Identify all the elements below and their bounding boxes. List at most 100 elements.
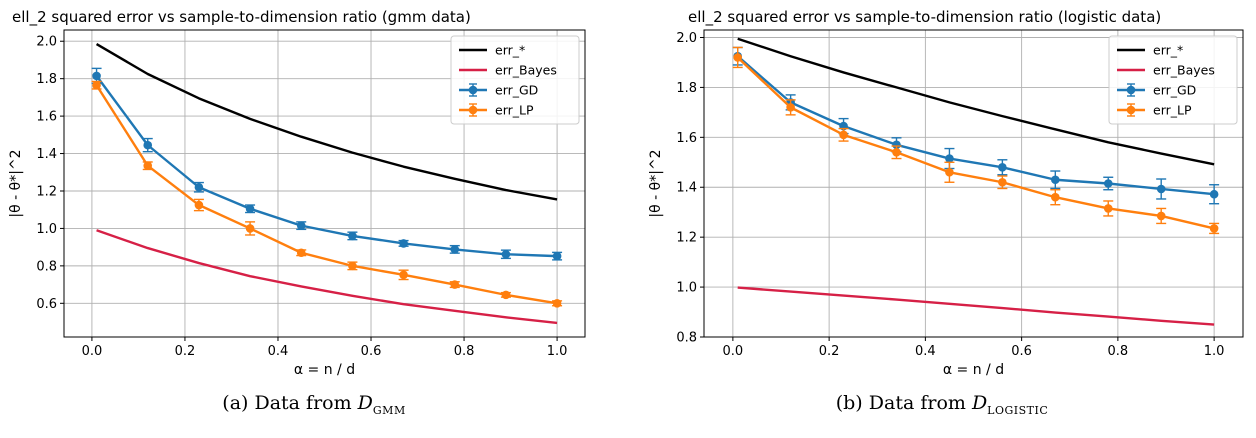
x-axis-label: α = n / d [943, 362, 1004, 378]
data-point-err-lp [92, 80, 101, 90]
series-line-err-gd [736, 55, 1215, 196]
data-point-err-gd [296, 221, 306, 230]
legend-marker-err-gd [468, 85, 478, 95]
x-tick-label: 0.8 [454, 344, 475, 359]
x-axis-label: α = n / d [294, 362, 355, 378]
caption-a-math: D [357, 392, 373, 414]
data-point-err-lp [501, 290, 511, 300]
x-tick-label: 0.2 [175, 344, 196, 359]
y-tick-label: 1.0 [676, 281, 697, 296]
data-point-err-lp [998, 177, 1007, 187]
x-tick-label: 0.6 [361, 344, 382, 359]
series-line-err-bayes [737, 286, 1215, 326]
x-tick-label: 0.6 [1011, 344, 1032, 359]
series-err-bayes [737, 286, 1215, 326]
series-line-err-bayes [96, 229, 558, 325]
y-tick-label: 1.4 [676, 181, 697, 196]
y-tick-label: 1.8 [36, 72, 57, 87]
data-point-err-lp [945, 167, 954, 177]
legend-label-err-lp: err_LP [1153, 103, 1192, 118]
data-point-err-lp [892, 148, 901, 157]
caption-b-math: D [971, 392, 988, 414]
y-tick-label: 2.0 [676, 31, 697, 46]
y-tick-label: 0.8 [36, 259, 57, 274]
legend-label-err-gd: err_GD [1153, 83, 1196, 98]
legend-marker-err-gd [1126, 85, 1136, 95]
data-point-err-lp [733, 53, 742, 62]
y-tick-label: 1.2 [676, 231, 697, 246]
data-point-err-lp [1051, 192, 1060, 202]
legend-label-err-gd: err_GD [495, 83, 538, 98]
legend-marker-err-lp [1126, 105, 1136, 115]
series-err-bayes [96, 229, 558, 325]
data-point-err-lp [399, 270, 408, 280]
y-tick-label: 1.0 [36, 222, 57, 237]
data-point-err-lp [552, 299, 562, 308]
data-point-err-gd [1209, 189, 1219, 199]
y-tick-label: 2.0 [36, 35, 57, 50]
plot-area [91, 43, 563, 325]
data-point-err-gd [1103, 179, 1113, 188]
legend-box [1108, 35, 1238, 125]
data-point-err-lp [1209, 224, 1219, 233]
x-tick-label: 0.4 [915, 344, 936, 359]
data-point-err-lp [839, 130, 848, 140]
series-err-lp [732, 46, 1220, 235]
data-point-err-gd [501, 249, 511, 259]
data-point-err-lp [450, 280, 460, 289]
series-err [95, 43, 558, 201]
x-tick-label: 1.0 [1204, 344, 1225, 359]
legend-box [450, 35, 580, 125]
caption-a: (a) Data from DGMM [0, 392, 628, 417]
caption-a-subscript: GMM [372, 404, 406, 417]
data-point-err-gd [552, 251, 562, 261]
plot-area [732, 37, 1220, 326]
legend-label-err-bayes: err_Bayes [495, 63, 557, 78]
legend-label-err-bayes: err_Bayes [1153, 63, 1215, 78]
y-axis-label: |θ - θ*|^2 [8, 149, 24, 217]
data-point-err-gd [450, 245, 460, 254]
series-line-err-lp [95, 84, 558, 305]
y-tick-label: 1.6 [676, 131, 697, 146]
legend-label-err: err_* [1153, 43, 1183, 58]
caption-a-prefix: (a) Data from [222, 392, 358, 414]
legend-label-err-lp: err_LP [495, 103, 534, 118]
legend: err_* err_Bayes err_GD err_LP [450, 35, 580, 125]
x-tick-label: 0.0 [723, 344, 744, 359]
series-line-err-lp [736, 56, 1215, 230]
y-tick-label: 0.6 [36, 297, 57, 312]
data-point-err-lp [786, 103, 795, 112]
data-point-err-lp [143, 161, 153, 171]
y-axis-label: |θ - θ*|^2 [648, 149, 664, 217]
caption-b-prefix: (b) Data from [835, 392, 972, 414]
data-point-err-gd [399, 239, 408, 248]
data-point-err-gd [194, 182, 204, 192]
chart-panel-gmm: ell_2 squared error vs sample-to-dimensi… [8, 8, 586, 378]
series-line-err [95, 43, 558, 201]
chart-title: ell_2 squared error vs sample-to-dimensi… [12, 8, 471, 27]
caption-b: (b) Data from DLOGISTIC [628, 392, 1256, 417]
legend: err_* err_Bayes err_GD err_LP [1108, 35, 1238, 125]
ticks: 0.0 0.2 0.4 0.6 0.8 1.0 0.6 0.8 1.0 1.2 1.4 1.6 1.8 2… [36, 35, 567, 359]
data-point-err-gd [1156, 184, 1166, 194]
x-tick-label: 0.8 [1108, 344, 1129, 359]
x-tick-label: 0.0 [82, 344, 103, 359]
data-point-err-gd [1051, 175, 1060, 185]
data-point-err-lp [1156, 211, 1166, 221]
data-point-err-lp [1103, 204, 1113, 213]
chart-panel-logistic: ell_2 squared error vs sample-to-dimensi… [648, 8, 1244, 378]
y-tick-label: 1.4 [36, 147, 57, 162]
legend-marker-err-lp [468, 105, 478, 115]
data-point-err-gd [892, 140, 901, 150]
y-tick-label: 1.6 [36, 110, 57, 125]
data-point-err-gd [143, 140, 153, 150]
series-err-gd [91, 67, 563, 261]
axes-frame [703, 29, 1244, 338]
data-point-err-lp [296, 248, 306, 258]
x-tick-label: 1.0 [547, 344, 568, 359]
data-point-err-lp [194, 200, 204, 210]
ticks: 0.0 0.2 0.4 0.6 0.8 1.0 0.8 1.0 1.2 1.4 1.6 1.8 2.0 [676, 31, 1224, 359]
series-line-err-gd [95, 75, 558, 258]
y-tick-label: 0.8 [676, 331, 697, 346]
data-point-err-gd [348, 231, 357, 241]
